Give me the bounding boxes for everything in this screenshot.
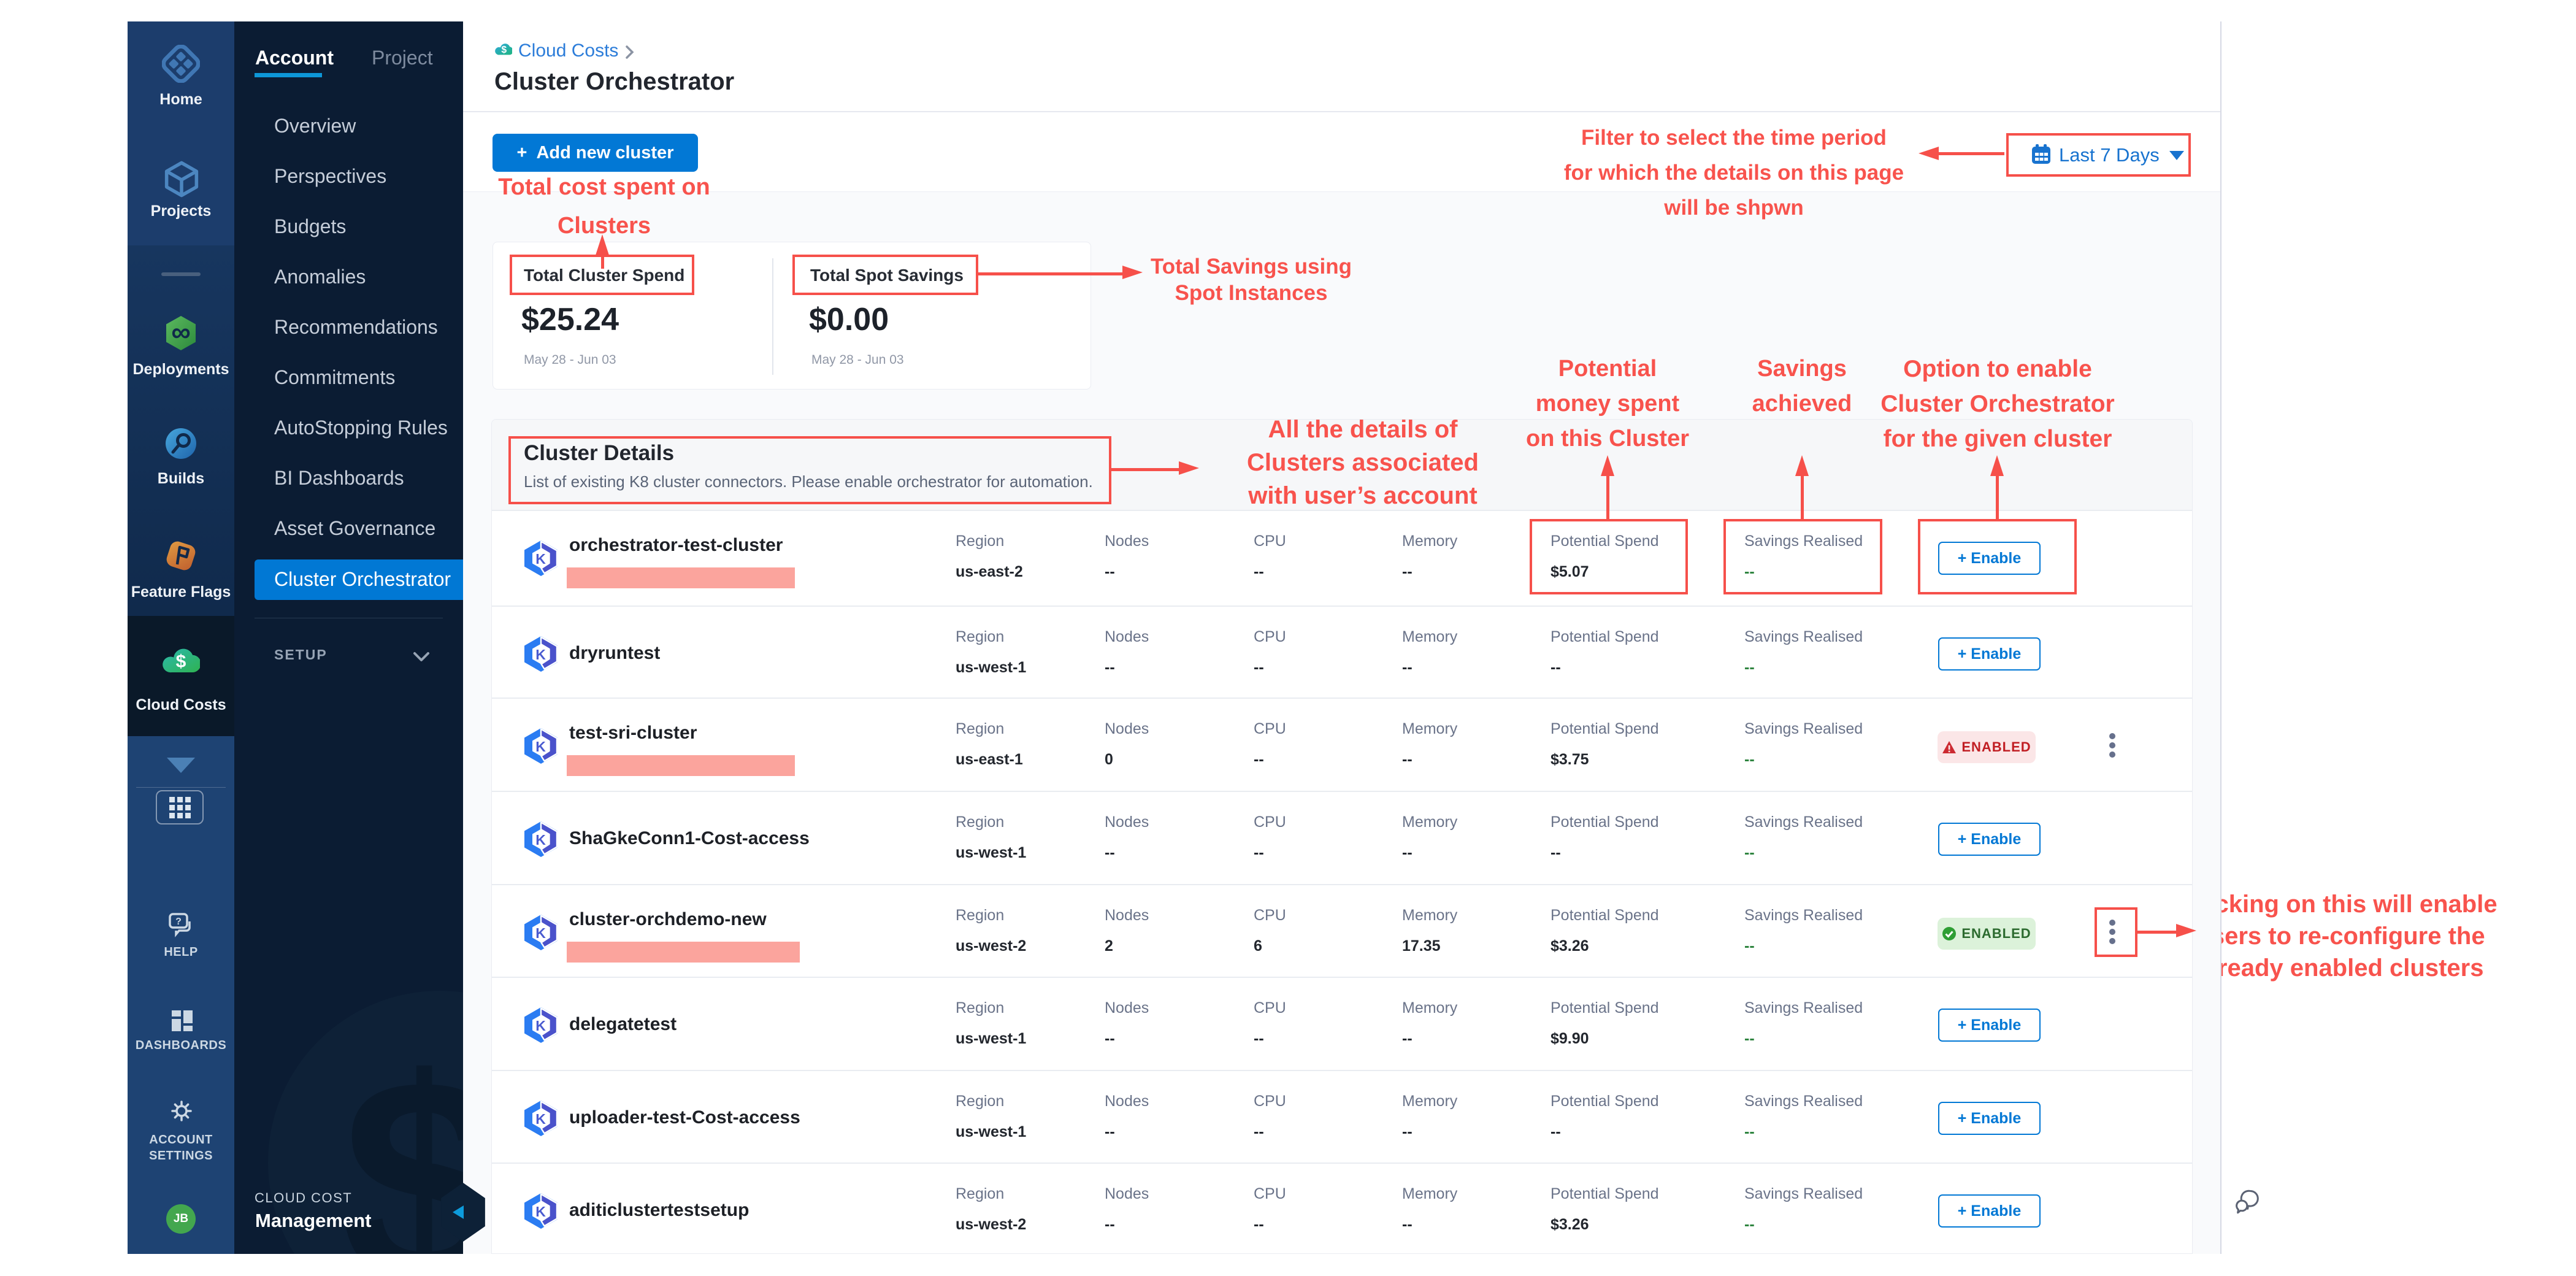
svg-text:?: ? [175, 917, 182, 927]
svg-text:$: $ [176, 651, 186, 672]
svg-text:∞: ∞ [171, 317, 190, 347]
